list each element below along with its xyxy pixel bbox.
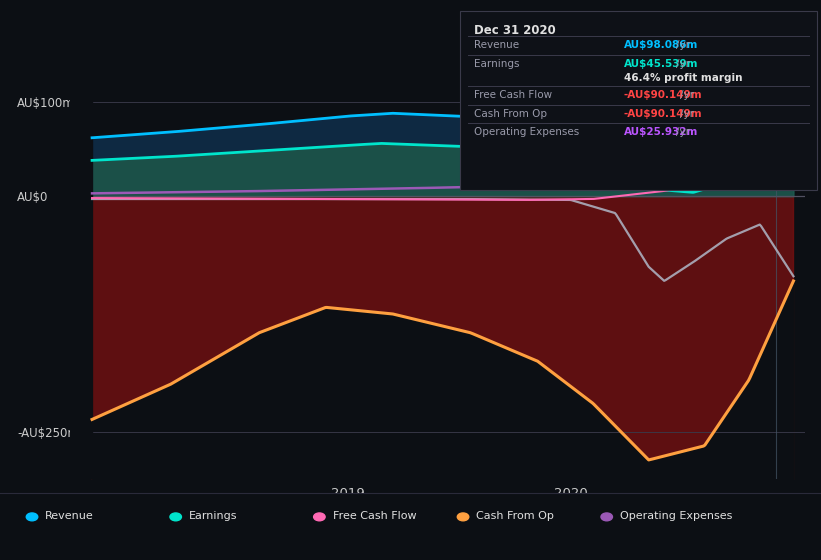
Text: Operating Expenses: Operating Expenses [474, 127, 579, 137]
Text: /yr: /yr [676, 40, 690, 50]
Text: /yr: /yr [676, 127, 690, 137]
Text: AU$25.932m: AU$25.932m [624, 127, 699, 137]
Text: /yr: /yr [681, 90, 695, 100]
Text: Revenue: Revenue [474, 40, 519, 50]
Text: AU$98.086m: AU$98.086m [624, 40, 699, 50]
Text: AU$45.539m: AU$45.539m [624, 59, 699, 69]
Text: 46.4% profit margin: 46.4% profit margin [624, 73, 742, 83]
Text: Dec 31 2020: Dec 31 2020 [474, 24, 556, 36]
Text: /yr: /yr [681, 109, 695, 119]
Text: -AU$90.149m: -AU$90.149m [624, 109, 703, 119]
Text: -AU$90.149m: -AU$90.149m [624, 90, 703, 100]
Text: Free Cash Flow: Free Cash Flow [474, 90, 552, 100]
Text: Cash From Op: Cash From Op [476, 511, 554, 521]
Text: /yr: /yr [676, 59, 690, 69]
Text: Earnings: Earnings [474, 59, 519, 69]
Text: Revenue: Revenue [45, 511, 94, 521]
Text: Free Cash Flow: Free Cash Flow [333, 511, 416, 521]
Text: Earnings: Earnings [189, 511, 237, 521]
Bar [70, 76, 92, 479]
Text: Operating Expenses: Operating Expenses [620, 511, 732, 521]
Text: Cash From Op: Cash From Op [474, 109, 547, 119]
